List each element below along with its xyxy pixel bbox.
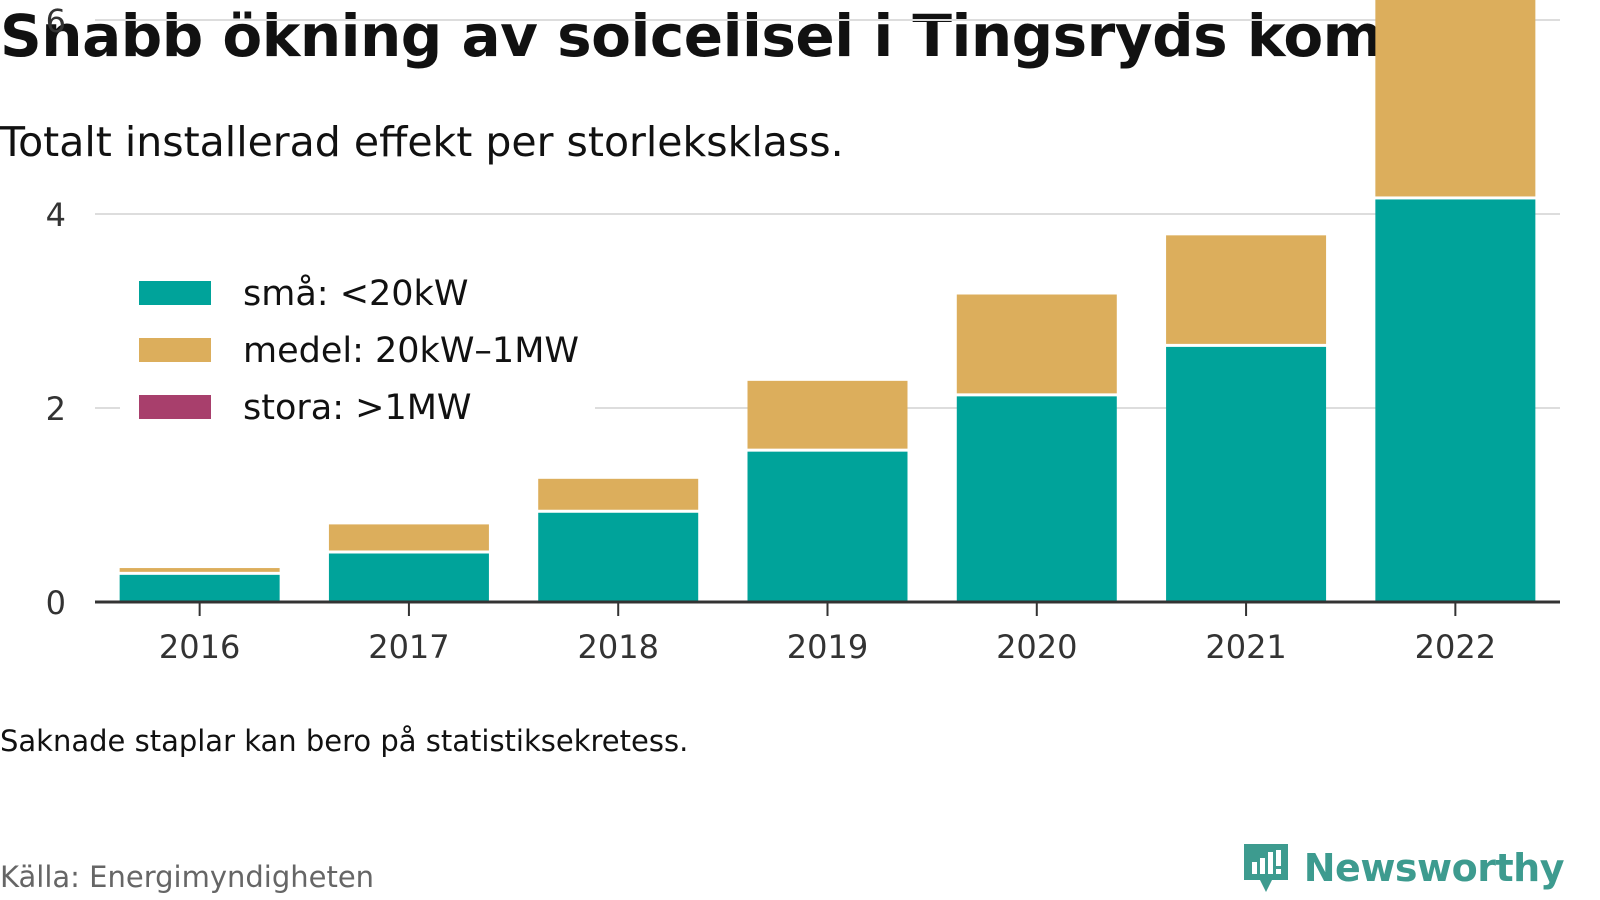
bar-segment <box>328 524 489 551</box>
x-tick-label: 2021 <box>1205 628 1286 666</box>
x-tick-label: 2019 <box>787 628 868 666</box>
chart-title: Snabb ökning av solcellsel i Tingsryds k… <box>0 2 1525 70</box>
x-tick-label: 2018 <box>577 628 658 666</box>
bar-segment <box>1166 235 1327 344</box>
bar-segment <box>328 553 489 602</box>
source-credit: Källa: Energimyndigheten <box>0 860 375 894</box>
bar-segment <box>956 294 1117 394</box>
legend-swatch <box>139 395 211 419</box>
x-tick-label: 2020 <box>996 628 1077 666</box>
y-tick-label: 2 <box>46 390 66 428</box>
chart-subtitle: Totalt installerad effekt per storlekskl… <box>0 118 844 166</box>
bar-segment <box>1166 346 1327 602</box>
stacked-bar-chart: 0 2 4 6 2016 2017 2018 2019 2020 2021 2022 små: <20… <box>46 0 1560 666</box>
newsworthy-logo-icon <box>1243 844 1288 892</box>
bar-segment <box>119 574 280 602</box>
bar-segment <box>538 512 699 602</box>
x-tick-label: 2022 <box>1415 628 1496 666</box>
legend-label: små: <20kW <box>243 273 468 314</box>
legend-swatch <box>139 281 211 305</box>
x-tick-label: 2017 <box>368 628 449 666</box>
brand-logo: Newsworthy <box>1240 840 1565 896</box>
y-tick-label: 0 <box>46 584 66 622</box>
legend-swatch <box>139 338 211 362</box>
brand-name: Newsworthy <box>1303 846 1565 890</box>
bar-segment <box>747 380 908 449</box>
bar-segment <box>1375 199 1536 602</box>
y-tick-label: 6 <box>46 2 66 40</box>
bar-segment <box>747 451 908 602</box>
legend-label: stora: >1MW <box>243 388 472 428</box>
footnote: Saknade staplar kan bero på statistiksek… <box>0 724 689 758</box>
bar-segment <box>1375 0 1536 197</box>
legend-label: medel: 20kW–1MW <box>243 331 579 371</box>
bar-segment <box>119 568 280 572</box>
x-tick-label: 2016 <box>159 628 240 666</box>
bar-segment <box>538 478 699 510</box>
y-tick-label: 4 <box>46 196 66 234</box>
bar-segment <box>956 396 1117 602</box>
